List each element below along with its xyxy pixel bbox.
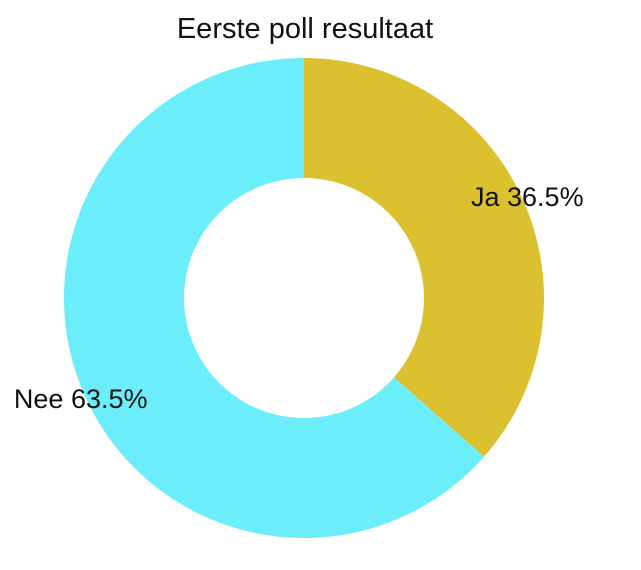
labels-group: Ja 36.5% Nee 63.5% xyxy=(14,182,584,414)
slice-ja xyxy=(304,58,544,457)
chart-title: Eerste poll resultaat xyxy=(177,13,433,45)
slice-label-ja: Ja 36.5% xyxy=(471,182,584,212)
slice-label-nee: Nee 63.5% xyxy=(14,384,148,414)
slice-nee xyxy=(63,57,485,539)
slices-group xyxy=(63,57,544,539)
